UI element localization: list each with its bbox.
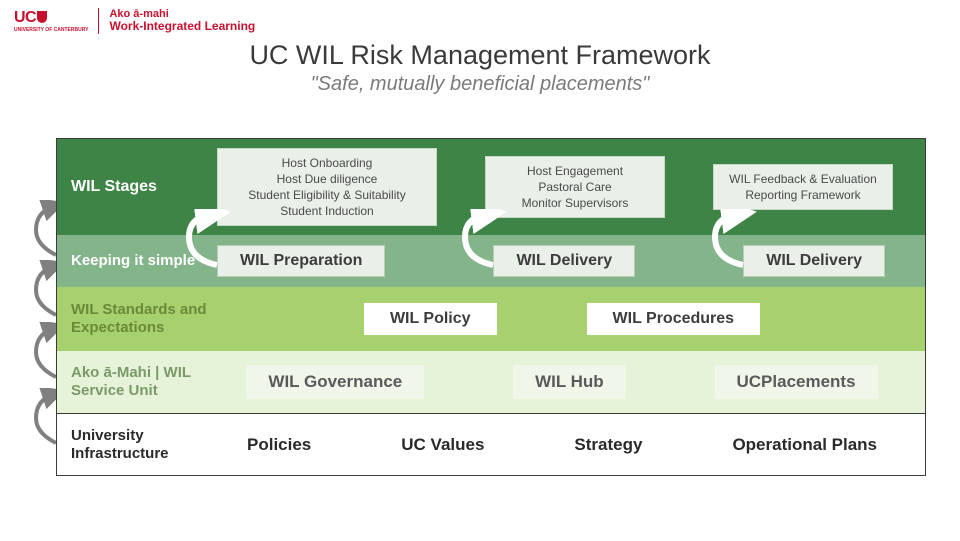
logo-text: Ako ā-mahi Work-Integrated Learning bbox=[109, 9, 255, 33]
infra-item: Strategy bbox=[574, 435, 642, 455]
stage-detail-box: Host Onboarding Host Due diligence Stude… bbox=[217, 148, 437, 227]
stage-detail-item: Host Onboarding bbox=[232, 155, 422, 171]
logo-divider bbox=[98, 8, 99, 34]
infra-item: Operational Plans bbox=[732, 435, 877, 455]
row-simple: Keeping it simple WIL Preparation WIL De… bbox=[57, 235, 925, 287]
framework-table: WIL Stages Host Onboarding Host Due dili… bbox=[56, 138, 926, 476]
stage-detail-item: Student Eligibility & Suitability bbox=[232, 187, 422, 203]
row-label-unit: Ako ā-Mahi | WIL Service Unit bbox=[57, 364, 217, 400]
infra-item: Policies bbox=[247, 435, 311, 455]
page-subtitle: "Safe, mutually beneficial placements" bbox=[0, 73, 960, 96]
stage-detail-box: WIL Feedback & Evaluation Reporting Fram… bbox=[713, 164, 893, 210]
stage-detail-item: Pastoral Care bbox=[500, 179, 650, 195]
uc-logo: UC UNIVERSITY OF CANTERBURY bbox=[14, 9, 88, 33]
unit-pill: UCPlacements bbox=[715, 365, 878, 399]
stage-detail-item: Host Due diligence bbox=[232, 171, 422, 187]
stage-detail-item: WIL Feedback & Evaluation bbox=[728, 171, 878, 187]
row-label-simple: Keeping it simple bbox=[57, 252, 217, 270]
stage-button: WIL Delivery bbox=[493, 245, 635, 277]
uc-logo-sub: UNIVERSITY OF CANTERBURY bbox=[14, 27, 88, 33]
row-infrastructure: University Infrastructure Policies UC Va… bbox=[57, 413, 925, 475]
row-service-unit: Ako ā-Mahi | WIL Service Unit WIL Govern… bbox=[57, 351, 925, 413]
unit-pill: WIL Hub bbox=[513, 365, 626, 399]
row-standards: WIL Standards and Expectations WIL Polic… bbox=[57, 287, 925, 351]
row-stages: WIL Stages Host Onboarding Host Due dili… bbox=[57, 139, 925, 235]
stage-button: WIL Preparation bbox=[217, 245, 385, 277]
uc-logo-text: UC bbox=[14, 9, 36, 27]
stage-detail-box: Host Engagement Pastoral Care Monitor Su… bbox=[485, 156, 665, 219]
standards-pill: WIL Policy bbox=[364, 303, 497, 335]
stage-detail-item: Student Induction bbox=[232, 203, 422, 219]
shield-icon bbox=[37, 11, 47, 23]
row-label-infra: University Infrastructure bbox=[57, 427, 217, 463]
standards-pill: WIL Procedures bbox=[587, 303, 761, 335]
unit-pill: WIL Governance bbox=[246, 365, 424, 399]
stage-detail-item: Host Engagement bbox=[500, 163, 650, 179]
logo-line2: Work-Integrated Learning bbox=[109, 20, 255, 33]
headings: UC WIL Risk Management Framework "Safe, … bbox=[0, 40, 960, 96]
page-title: UC WIL Risk Management Framework bbox=[0, 40, 960, 71]
row-label-standards: WIL Standards and Expectations bbox=[57, 301, 217, 337]
logo-bar: UC UNIVERSITY OF CANTERBURY Ako ā-mahi W… bbox=[0, 0, 960, 34]
stage-detail-item: Reporting Framework bbox=[728, 187, 878, 203]
stage-button: WIL Delivery bbox=[743, 245, 885, 277]
infra-item: UC Values bbox=[401, 435, 484, 455]
row-label-stages: WIL Stages bbox=[57, 177, 217, 196]
stage-detail-item: Monitor Supervisors bbox=[500, 195, 650, 211]
